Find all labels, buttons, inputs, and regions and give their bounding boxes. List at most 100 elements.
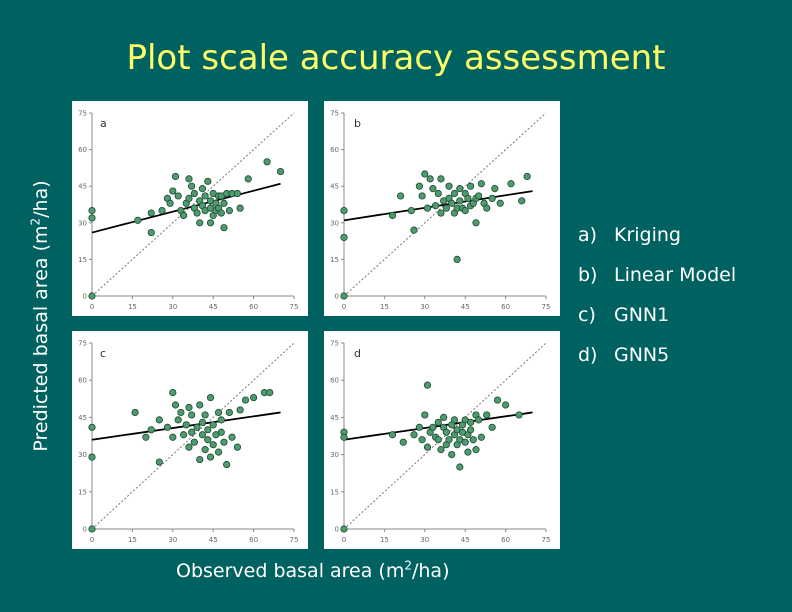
data-point: [448, 199, 456, 207]
data-point: [461, 438, 469, 446]
data-point: [169, 187, 177, 195]
x-tick-label: 30: [420, 536, 429, 544]
x-tick-label: 45: [461, 536, 470, 544]
data-point: [88, 207, 96, 215]
data-point: [518, 197, 526, 205]
data-point: [477, 180, 485, 188]
data-point: [488, 194, 496, 203]
y-tick-label: 45: [330, 183, 339, 191]
y-tick-label: 15: [78, 488, 87, 496]
data-point: [204, 426, 212, 434]
legend-item-kriging: a) Kriging: [578, 224, 736, 264]
data-point: [223, 460, 231, 469]
data-point: [388, 431, 397, 439]
data-point: [407, 207, 415, 215]
data-point: [250, 393, 258, 402]
y-tick-label: 75: [330, 340, 339, 348]
legend-label: Linear Model: [614, 264, 737, 286]
data-point: [340, 433, 348, 441]
x-tick-label: 30: [168, 536, 177, 544]
data-point: [450, 416, 459, 424]
y-tick-label: 45: [78, 414, 87, 422]
data-point: [241, 396, 250, 404]
data-point: [201, 446, 209, 454]
x-tick-label: 75: [290, 536, 299, 544]
data-point: [472, 219, 480, 227]
data-point: [263, 158, 271, 166]
data-point: [461, 207, 469, 215]
y-tick-label: 60: [78, 146, 87, 154]
data-point: [206, 393, 215, 402]
data-point: [158, 207, 166, 215]
data-point: [423, 381, 432, 389]
data-point: [204, 436, 212, 444]
data-point: [220, 224, 228, 232]
data-point: [179, 431, 188, 439]
x-axis-label-main: Observed basal area (m: [176, 560, 405, 582]
data-point: [177, 408, 185, 417]
page-title: Plot scale accuracy assessment: [126, 38, 666, 78]
x-axis-label-sup: 2: [404, 558, 412, 573]
legend-key: c): [578, 304, 596, 326]
x-tick-label: 60: [249, 536, 258, 544]
data-point: [185, 443, 193, 451]
x-tick-label: 75: [542, 536, 551, 544]
data-point: [472, 446, 480, 454]
x-tick-label: 0: [90, 303, 94, 311]
data-point: [198, 185, 207, 193]
x-tick-label: 15: [128, 303, 137, 311]
legend-label: GNN5: [614, 344, 670, 366]
data-point: [155, 458, 163, 466]
data-point: [410, 431, 418, 439]
data-point: [426, 175, 434, 183]
legend-item-gnn5: d) GNN5: [578, 344, 736, 384]
data-point: [190, 438, 198, 446]
data-point: [88, 214, 96, 222]
data-point: [171, 401, 180, 409]
y-tick-label: 15: [78, 256, 87, 264]
data-point: [396, 192, 405, 200]
legend-item-linear-model: b) Linear Model: [578, 264, 736, 304]
data-point: [266, 388, 274, 397]
y-axis-label: Predicted basal area (m2/ha): [29, 180, 52, 452]
data-point: [201, 411, 209, 419]
y-tick-label: 45: [330, 414, 339, 422]
y-tick-label: 60: [78, 377, 87, 385]
data-point: [399, 438, 407, 446]
data-point: [502, 401, 510, 409]
data-point: [220, 438, 228, 446]
data-point: [193, 423, 201, 431]
y-axis-label-main: Predicted basal area (m: [30, 225, 52, 452]
data-point: [434, 189, 442, 198]
x-tick-label: 60: [501, 303, 510, 311]
data-point: [415, 182, 424, 190]
data-point: [421, 411, 429, 419]
panel-d: 0 15 30 45 60 75 0 15 30 45 60 75 d: [324, 331, 560, 549]
data-point: [131, 408, 139, 417]
data-point: [185, 194, 193, 203]
y-tick-label: 60: [330, 146, 339, 154]
data-point: [340, 292, 348, 300]
one-to-one-line: [91, 342, 295, 530]
data-point: [236, 406, 244, 414]
data-point: [142, 433, 150, 441]
data-point: [201, 192, 209, 200]
legend-label: Kriging: [614, 224, 681, 246]
data-point: [190, 189, 198, 198]
data-point: [206, 219, 215, 227]
data-point: [437, 209, 445, 217]
y-tick-label: 0: [335, 293, 339, 301]
data-point: [450, 189, 459, 198]
legend-key: a): [578, 224, 598, 246]
data-point: [410, 226, 418, 234]
data-point: [431, 202, 440, 210]
x-tick-label: 15: [380, 536, 389, 544]
data-point: [209, 421, 217, 429]
x-axis-label-tail: /ha): [411, 560, 450, 582]
data-point: [466, 418, 475, 426]
data-point: [233, 189, 242, 198]
data-point: [236, 204, 244, 212]
data-point: [475, 416, 483, 424]
data-point: [204, 177, 212, 185]
y-tick-label: 30: [330, 219, 339, 227]
